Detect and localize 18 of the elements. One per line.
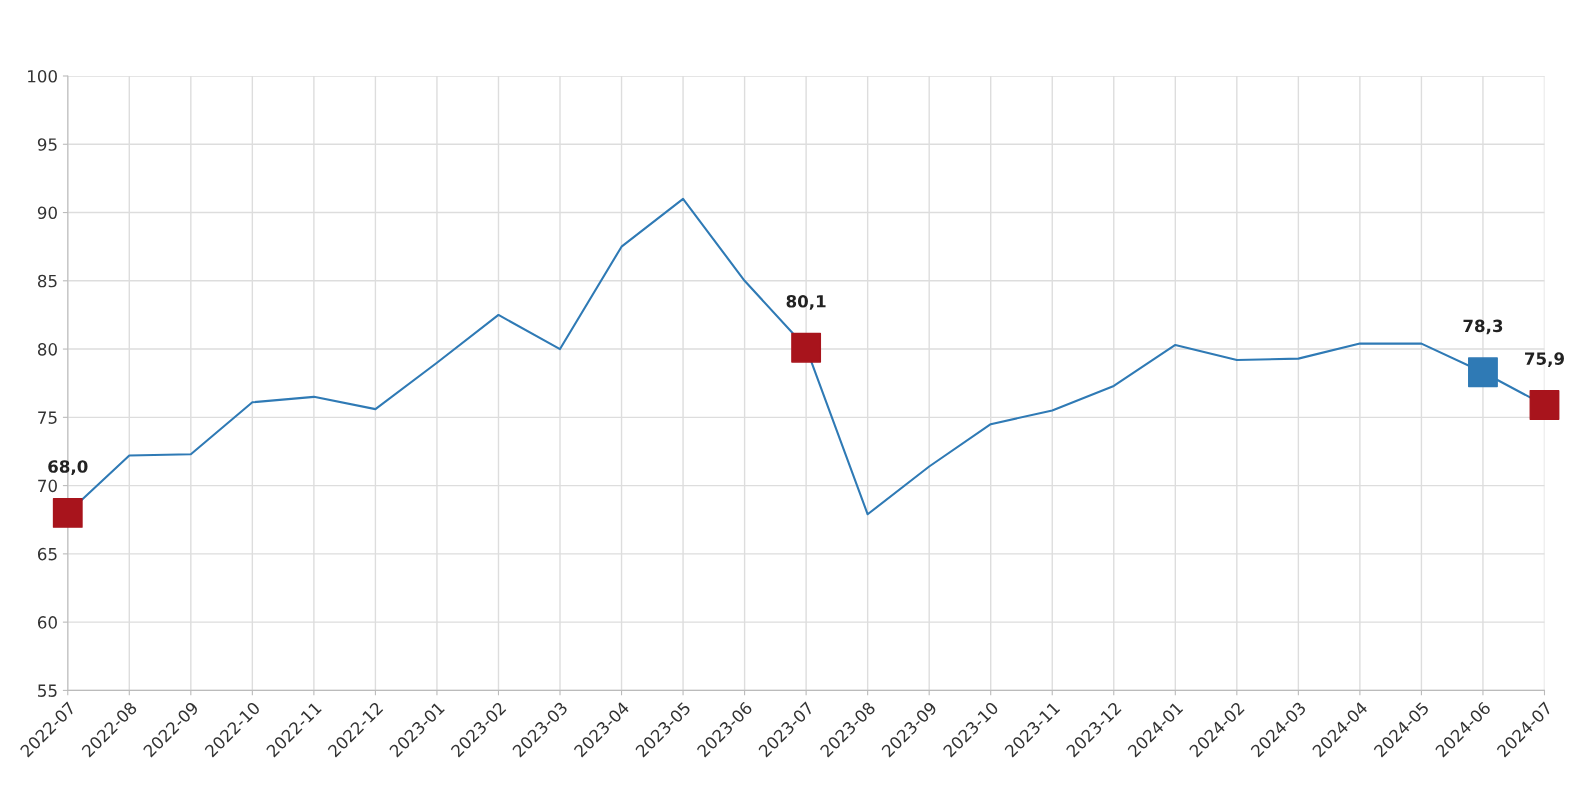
data-label: 80,1	[786, 295, 826, 310]
y-tick-label: 95	[37, 138, 57, 151]
y-tick-label: 60	[38, 616, 57, 629]
data-label: 68,0	[48, 460, 88, 475]
y-tick-label: 90	[37, 206, 57, 220]
point	[791, 332, 822, 363]
y-tick-label: 70	[38, 479, 57, 493]
point	[1468, 357, 1498, 388]
y-tick-label: 80	[37, 343, 57, 356]
point	[1529, 390, 1560, 420]
data-label: 75,9	[1525, 352, 1564, 368]
y-tick-label: 75	[38, 411, 57, 424]
y-tick-label: 55	[38, 684, 57, 697]
y-tick-label: 65	[38, 547, 57, 561]
y-tick-label: 85	[37, 274, 57, 288]
y-tick-label: 100	[28, 69, 57, 83]
point	[52, 497, 83, 528]
data-label: 78,3	[1463, 319, 1503, 335]
